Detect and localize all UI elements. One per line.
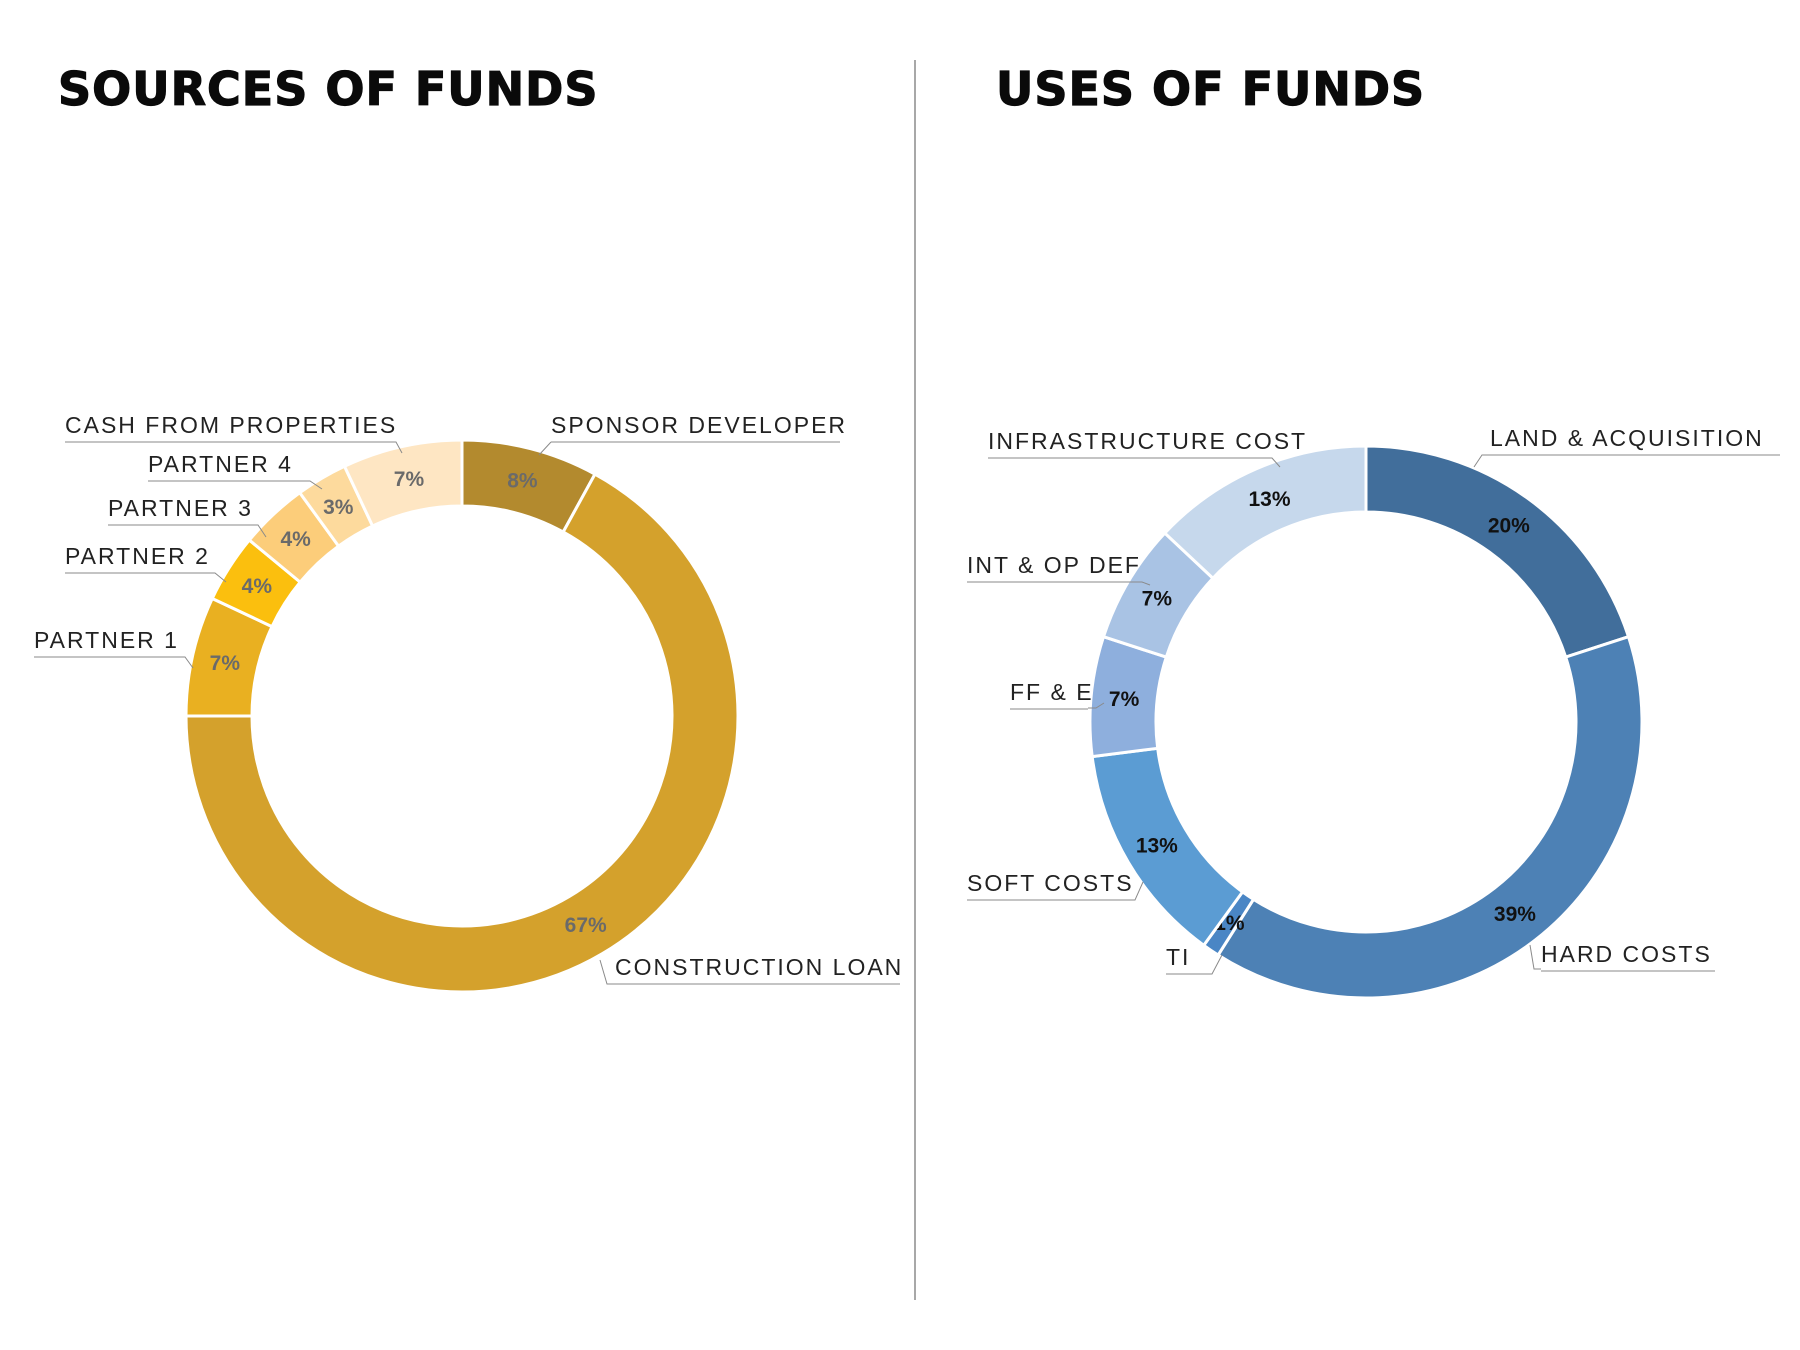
- panel-divider: [914, 60, 916, 1300]
- uses-slice-land-and-acquisition: [1364, 444, 1631, 659]
- sources-slice-cash-from-properties: [342, 438, 464, 528]
- uses-slice-int-and-op-def-leader-line: [1135, 581, 1151, 586]
- uses-slice-hard-costs: [1216, 634, 1644, 1000]
- sources-chart-title: SOURCES OF FUNDS: [57, 61, 599, 116]
- sources-slice-partner-1-category-label: PARTNER 1: [34, 627, 179, 653]
- uses-slice-ti-leader-line: [1196, 954, 1223, 975]
- uses-slice-land-and-acquisition-leader-line: [1473, 454, 1490, 468]
- sources-slice-partner-2-category-label: PARTNER 2: [65, 543, 210, 569]
- uses-slice-hard-costs-leader-line: [1529, 944, 1541, 970]
- uses-slice-land-and-acquisition-category-label: LAND & ACQUISITION: [1490, 425, 1764, 451]
- sources-slice-partner-4-leader-line: [290, 480, 323, 490]
- uses-slice-infrastructure-cost-leader-line: [1265, 457, 1281, 468]
- uses-slice-soft-costs-value-label: 13%: [1136, 835, 1178, 858]
- uses-slice-int-and-op-def-category-label: INT & OP DEF: [967, 552, 1141, 578]
- sources-slice-construction-loan-leader-line: [599, 959, 615, 985]
- sources-slice-partner-2-leader-line: [206, 572, 227, 583]
- uses-slice-land-and-acquisition-value-label: 20%: [1488, 514, 1530, 537]
- sources-slice-construction-loan-value-label: 67%: [565, 914, 607, 937]
- sources-slice-partner-2-value-label: 4%: [242, 575, 273, 598]
- sources-slice-sponsor-developer-value-label: 8%: [507, 470, 538, 493]
- uses-slice-soft-costs-leader-line: [1130, 881, 1144, 901]
- uses-slice-ti-category-label: TI: [1166, 944, 1190, 970]
- sources-slice-construction-loan-category-label: CONSTRUCTION LOAN: [615, 954, 903, 980]
- sources-slice-partner-4-value-label: 3%: [323, 496, 354, 519]
- sources-slice-construction-loan: [184, 472, 740, 994]
- uses-chart-title: USES OF FUNDS: [995, 61, 1426, 116]
- sources-slice-partner-1-leader-line: [176, 656, 194, 669]
- sources-slice-partner-4-category-label: PARTNER 4: [148, 451, 293, 477]
- sources-slice-partner-1-value-label: 7%: [210, 652, 241, 675]
- sources-slice-sponsor-developer-category-label: SPONSOR DEVELOPER: [551, 412, 847, 438]
- sources-slice-partner-3-value-label: 4%: [280, 528, 311, 551]
- uses-slice-ff-and-e-category-label: FF & E: [1010, 679, 1094, 705]
- sources-slice-partner-3-leader-line: [251, 524, 267, 538]
- uses-slice-ff-and-e-value-label: 7%: [1109, 688, 1140, 711]
- sources-slice-cash-from-properties-category-label: CASH FROM PROPERTIES: [65, 412, 397, 438]
- sources-slice-cash-from-properties-value-label: 7%: [394, 468, 425, 491]
- uses-slice-hard-costs-value-label: 39%: [1494, 903, 1536, 926]
- uses-slice-int-and-op-def-value-label: 7%: [1142, 587, 1173, 610]
- uses-slice-soft-costs-category-label: SOFT COSTS: [967, 870, 1134, 896]
- sources-slice-cash-from-properties-leader-line: [390, 441, 403, 454]
- uses-slice-hard-costs-category-label: HARD COSTS: [1541, 941, 1712, 967]
- uses-slice-infrastructure-cost-value-label: 13%: [1248, 488, 1290, 511]
- uses-slice-ff-and-e-leader-line: [1088, 702, 1105, 709]
- sources-donut: 8% SPONSOR DEVELOPER 67% CONSTRUCTION LOAN 7…: [34, 412, 903, 994]
- uses-slice-infrastructure-cost-category-label: INFRASTRUCTURE COST: [988, 428, 1307, 454]
- sources-slice-partner-3-category-label: PARTNER 3: [108, 495, 253, 521]
- sources-slice-sponsor-developer-leader-line: [538, 441, 552, 456]
- uses-slice-infrastructure-cost: [1162, 444, 1368, 581]
